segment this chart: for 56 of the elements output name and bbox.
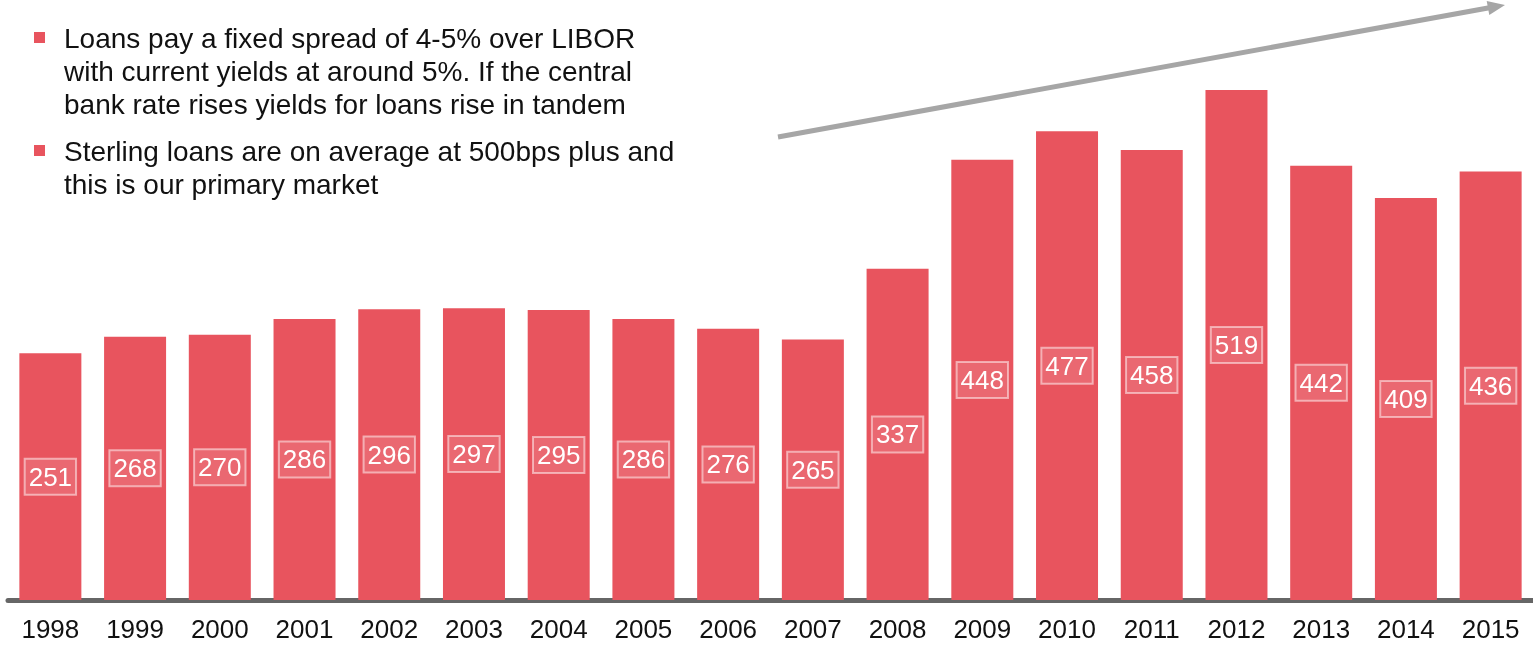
bar — [1120, 149, 1183, 600]
x-tick-label: 2001 — [275, 614, 334, 644]
bar — [19, 353, 82, 600]
data-label: 436 — [1468, 370, 1513, 401]
x-tick-label: 2011 — [1123, 614, 1180, 644]
bar — [697, 328, 760, 600]
bar — [781, 339, 844, 600]
x-tick-label: 2012 — [1207, 614, 1266, 644]
x-tick-label: 2008 — [868, 614, 927, 644]
data-label: 458 — [1130, 359, 1174, 390]
bar — [951, 159, 1014, 600]
bar — [1374, 198, 1437, 600]
bar — [1036, 131, 1099, 600]
x-tick-label: 1999 — [106, 614, 165, 644]
data-label: 337 — [875, 419, 920, 450]
bar — [527, 310, 590, 600]
bar — [104, 336, 167, 600]
data-label: 296 — [367, 439, 411, 470]
annotation: Loans pay a fixed spread of 4-5% over LIBOR with current yields at around 5%. If the central bank rate rises yields for loans rise in tandem — [30, 22, 692, 121]
x-tick-label: 2003 — [445, 614, 503, 644]
data-label: 270 — [198, 452, 242, 483]
bar — [442, 308, 505, 600]
bar — [188, 334, 251, 600]
x-tick-label: 2015 — [1461, 614, 1520, 644]
bar — [866, 268, 929, 600]
data-label: 286 — [282, 444, 327, 475]
annotation: Sterling loans are on average at 500bps plus and this is our primary market — [30, 135, 692, 201]
bar — [1290, 165, 1353, 600]
data-label: 297 — [452, 439, 496, 470]
x-tick-label: 2009 — [953, 614, 1012, 644]
data-label: 295 — [537, 440, 581, 471]
x-tick-label: 2005 — [614, 614, 673, 644]
x-tick-label: 2006 — [699, 614, 758, 644]
x-tick-label: 2014 — [1376, 614, 1435, 644]
x-tick-label: 2013 — [1292, 614, 1351, 644]
data-label: 265 — [791, 454, 835, 485]
bar — [273, 318, 336, 600]
bar — [358, 309, 421, 600]
x-tick-label: 2007 — [783, 614, 842, 644]
x-tick-label: 1998 — [21, 614, 80, 644]
data-label: 409 — [1384, 384, 1428, 415]
x-tick-label: 2010 — [1038, 614, 1096, 644]
bar — [1205, 90, 1268, 600]
data-label: 448 — [960, 364, 1004, 395]
data-label: 477 — [1045, 350, 1089, 381]
data-label: 519 — [1214, 330, 1259, 360]
data-label: 251 — [28, 461, 73, 492]
data-label: 286 — [621, 444, 666, 475]
x-tick-label: 2002 — [360, 614, 419, 644]
data-label: 442 — [1299, 367, 1343, 398]
bar — [1459, 171, 1522, 600]
data-label: 276 — [706, 449, 750, 480]
x-tick-label: 2004 — [529, 614, 588, 644]
x-tick-label: 2000 — [190, 614, 249, 644]
bar — [612, 318, 675, 600]
data-label: 268 — [113, 453, 157, 484]
